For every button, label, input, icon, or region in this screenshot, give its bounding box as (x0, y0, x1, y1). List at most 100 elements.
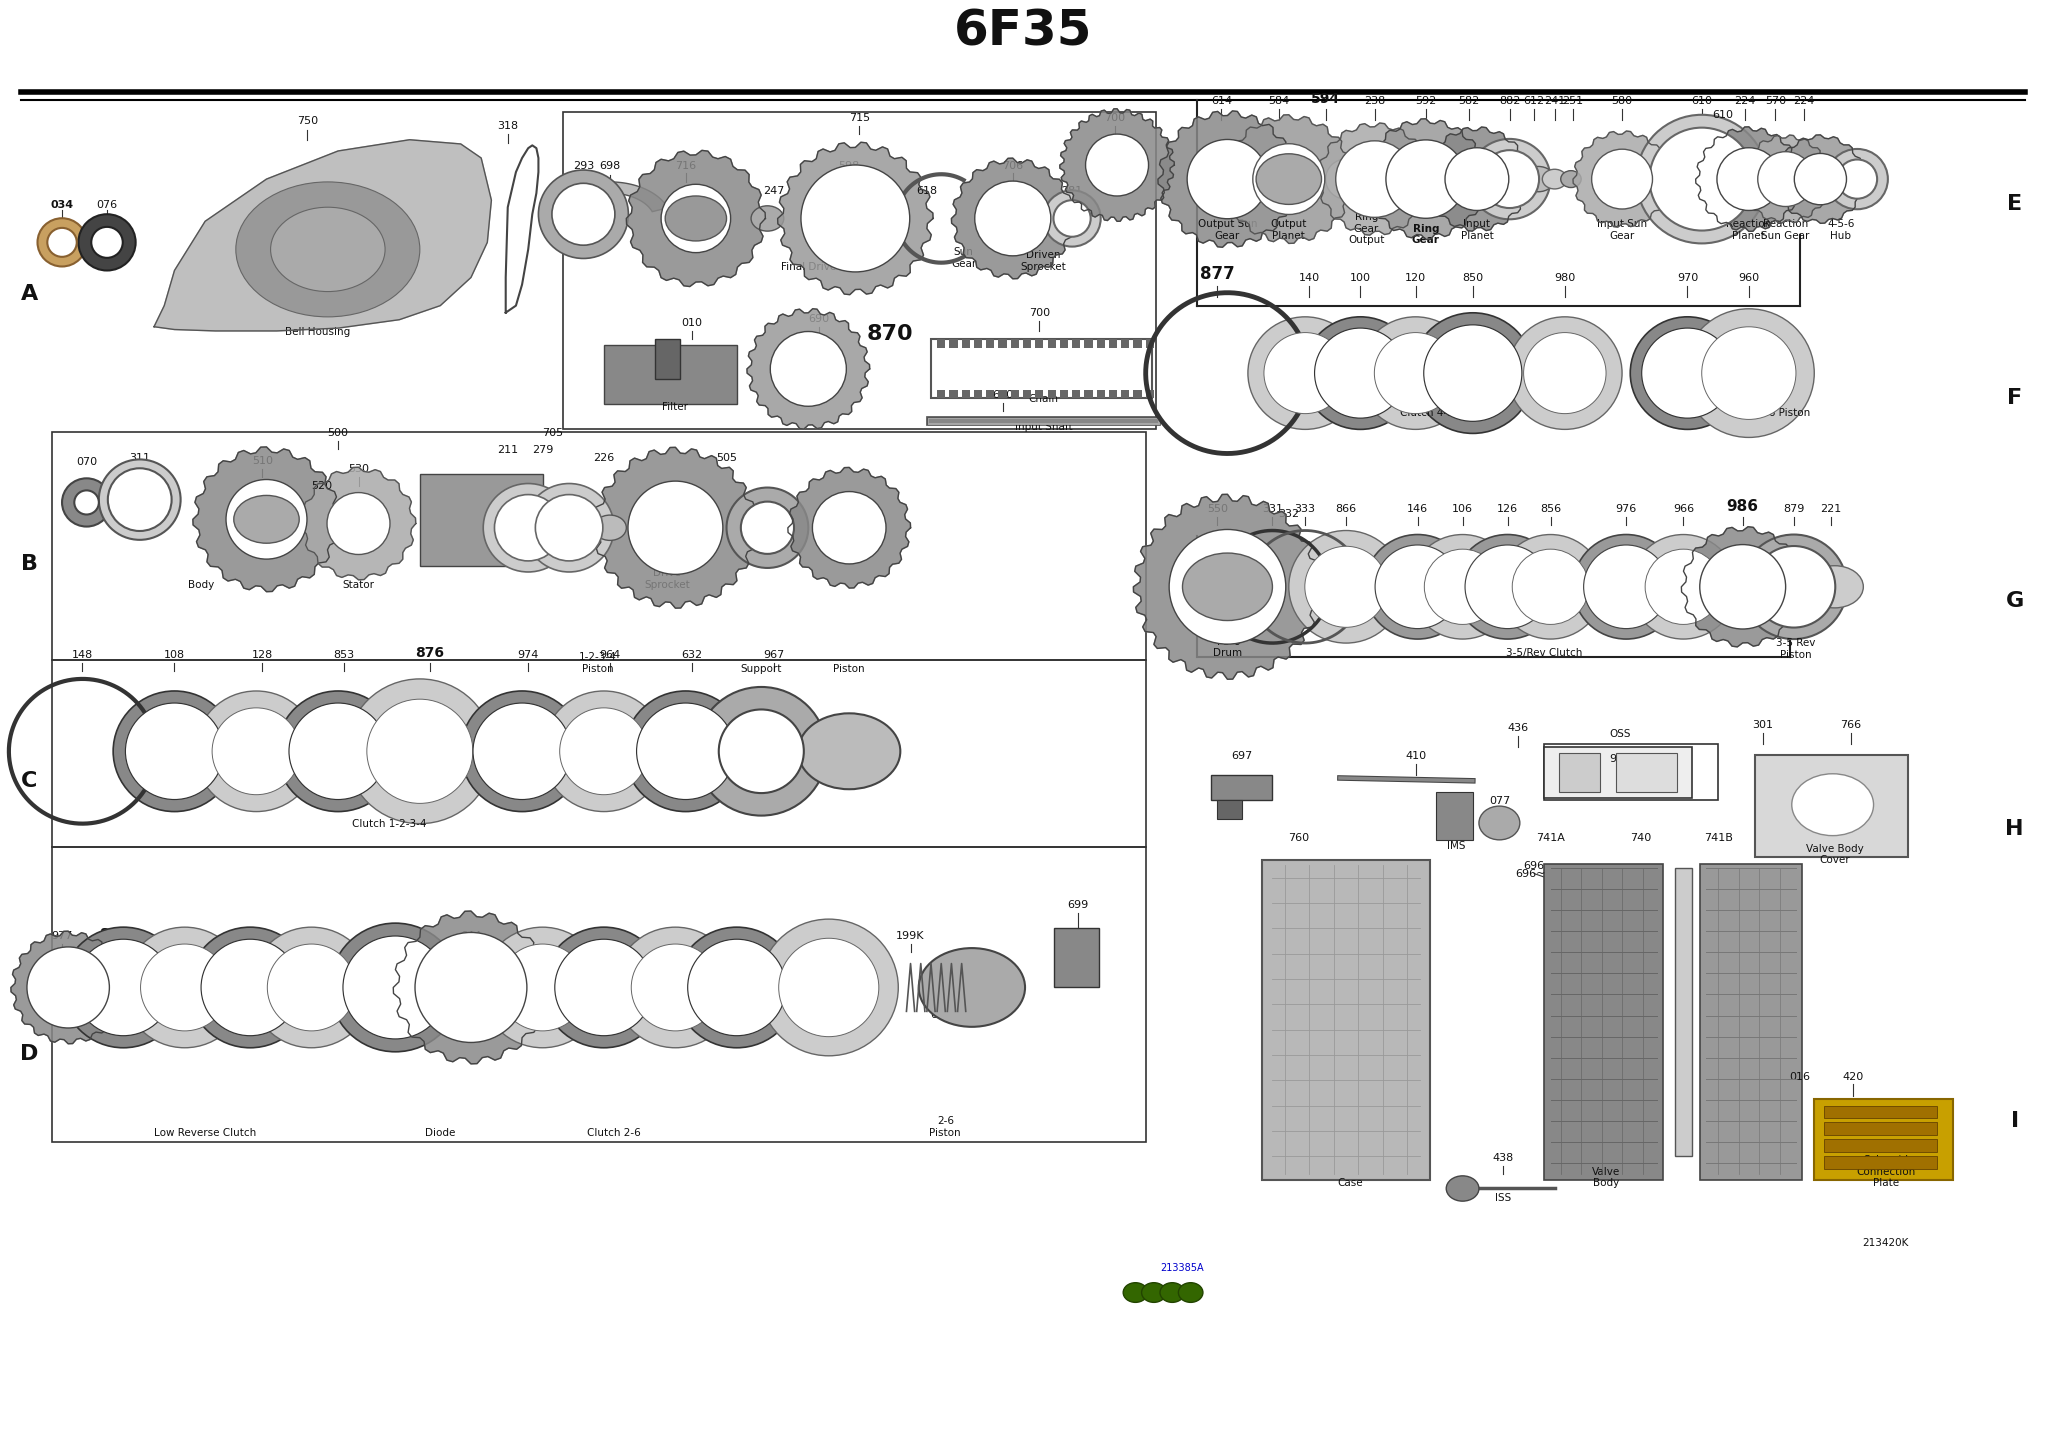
Text: 520: 520 (311, 481, 331, 491)
Text: 634: 634 (931, 1010, 951, 1020)
Ellipse shape (1424, 550, 1502, 624)
Text: 124: 124 (593, 932, 614, 942)
Ellipse shape (1385, 140, 1465, 219)
Polygon shape (1776, 135, 1866, 223)
Ellipse shape (235, 182, 419, 316)
Ellipse shape (1584, 545, 1670, 628)
Bar (1616, 753, 1678, 791)
Text: 550: 550 (1207, 504, 1228, 514)
Text: 120: 120 (1406, 273, 1426, 283)
Polygon shape (1133, 494, 1322, 680)
Text: Final Drive: Final Drive (782, 262, 837, 272)
Ellipse shape (1303, 316, 1418, 429)
Text: Ring
Gear: Ring Gear (1412, 223, 1440, 245)
Bar (1133, 391, 1142, 398)
Text: 740: 740 (1631, 833, 1651, 843)
Bar (1035, 339, 1043, 348)
Ellipse shape (270, 207, 385, 292)
Ellipse shape (1289, 531, 1404, 643)
Text: 034: 034 (51, 200, 74, 210)
Text: Ring
Gear
Output: Ring Gear Output (1348, 212, 1385, 245)
Polygon shape (593, 448, 757, 608)
Ellipse shape (1469, 139, 1551, 219)
Ellipse shape (250, 927, 372, 1047)
Ellipse shape (125, 703, 223, 800)
Text: 741A: 741A (1537, 833, 1565, 843)
Bar (937, 391, 945, 398)
Ellipse shape (1700, 545, 1786, 630)
Text: Input Shaft: Input Shaft (1015, 422, 1072, 432)
Ellipse shape (1641, 328, 1733, 418)
Ellipse shape (473, 703, 571, 800)
Text: 128: 128 (252, 650, 272, 660)
Bar (563, 112, 1156, 429)
Polygon shape (301, 468, 415, 580)
Text: 699: 699 (1068, 900, 1088, 910)
Bar (1109, 391, 1117, 398)
Bar (1023, 391, 1031, 398)
Text: 293: 293 (573, 160, 593, 170)
Ellipse shape (188, 927, 311, 1047)
Ellipse shape (92, 228, 123, 258)
Text: 500: 500 (327, 428, 348, 438)
Text: 570: 570 (1766, 96, 1786, 106)
Ellipse shape (632, 944, 720, 1030)
Text: Body: Body (188, 580, 215, 590)
Ellipse shape (1336, 140, 1414, 218)
Text: 4-5-6
Drum: 4-5-6 Drum (1213, 637, 1242, 658)
Text: IMS: IMS (1447, 841, 1465, 851)
Ellipse shape (542, 927, 665, 1047)
Ellipse shape (1447, 1176, 1479, 1201)
Text: I: I (2011, 1110, 2019, 1130)
Text: 510: 510 (252, 456, 272, 467)
Text: 505: 505 (716, 454, 737, 464)
Text: Valve Body
Cover: Valve Body Cover (1807, 843, 1864, 866)
Ellipse shape (1043, 190, 1101, 246)
Text: Reaction
Planet: Reaction Planet (1727, 219, 1772, 240)
Bar (949, 391, 958, 398)
Ellipse shape (74, 939, 172, 1036)
Text: 016: 016 (1790, 1072, 1811, 1082)
Text: Clutch 1-2-3-4: Clutch 1-2-3-4 (352, 819, 426, 829)
Text: 530: 530 (348, 464, 368, 474)
Bar (1825, 1122, 1938, 1135)
Ellipse shape (1424, 325, 1522, 421)
Text: 211: 211 (497, 445, 518, 455)
Ellipse shape (233, 495, 299, 544)
Bar (1060, 339, 1068, 348)
Text: 979: 979 (1602, 751, 1622, 761)
Text: 970: 970 (1678, 273, 1698, 283)
Ellipse shape (1522, 166, 1555, 192)
Bar (937, 339, 945, 348)
Bar (1048, 391, 1056, 398)
Ellipse shape (1807, 565, 1864, 608)
Text: 690: 690 (808, 313, 829, 323)
Text: 580: 580 (1612, 96, 1633, 106)
Ellipse shape (741, 502, 794, 554)
Text: 644: 644 (460, 932, 481, 942)
Ellipse shape (636, 703, 735, 800)
Ellipse shape (201, 939, 299, 1036)
Text: 3-5/Rev Clutch: 3-5/Rev Clutch (1506, 648, 1582, 658)
Ellipse shape (1336, 169, 1356, 189)
Bar (931, 339, 1152, 398)
Ellipse shape (213, 708, 301, 794)
Text: 705: 705 (542, 428, 563, 438)
Ellipse shape (1178, 1282, 1203, 1302)
Text: 247: 247 (763, 186, 784, 196)
Ellipse shape (1543, 169, 1567, 189)
Text: 238: 238 (1365, 96, 1385, 106)
Ellipse shape (675, 927, 798, 1047)
Ellipse shape (268, 944, 356, 1030)
Ellipse shape (554, 939, 653, 1036)
Text: 614: 614 (1211, 96, 1232, 106)
Text: 979: 979 (1610, 754, 1631, 764)
Ellipse shape (665, 196, 726, 240)
Ellipse shape (329, 923, 460, 1052)
Bar (51, 660, 1146, 847)
Text: Reaction
Sun Gear: Reaction Sun Gear (1762, 219, 1811, 240)
Ellipse shape (1444, 147, 1508, 210)
Ellipse shape (561, 708, 649, 794)
Text: 594: 594 (1311, 92, 1340, 106)
Bar (1035, 391, 1043, 398)
